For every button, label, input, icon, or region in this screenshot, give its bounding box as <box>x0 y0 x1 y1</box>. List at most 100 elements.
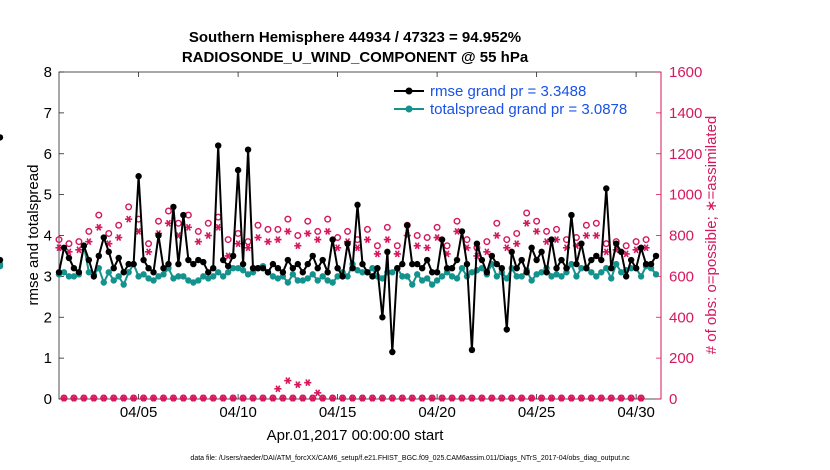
rmse-point <box>150 269 157 276</box>
totalspread-point <box>170 275 177 282</box>
rmse-point <box>568 211 575 219</box>
possible-obs-marker <box>622 242 630 250</box>
y-right-tick-label: 1600 <box>669 64 702 81</box>
rmse-point <box>613 240 620 247</box>
y-axis-label: rmse and totalspread <box>25 165 42 306</box>
assimilated-obs-marker <box>597 394 605 402</box>
legend-rmse-marker <box>405 87 413 95</box>
rmse-point <box>324 269 331 276</box>
assimilated-obs-marker <box>209 394 217 402</box>
totalspread-point <box>379 275 386 282</box>
assimilated-obs-marker <box>637 394 645 402</box>
totalspread-point <box>304 275 311 282</box>
y-right-tick-label: 400 <box>669 309 694 326</box>
rmse-point <box>239 260 247 268</box>
rmse-point <box>349 265 356 272</box>
rmse-point <box>389 348 396 356</box>
assimilated-obs-marker <box>458 394 466 402</box>
assimilated-obs-marker <box>388 394 396 402</box>
rmse-point <box>75 269 83 276</box>
rmse-point <box>314 265 321 272</box>
possible-obs-marker <box>493 219 501 227</box>
possible-obs-marker <box>194 227 202 235</box>
rmse-point <box>130 260 137 268</box>
totalspread-point <box>210 273 217 280</box>
y-right-tick-label: 0 <box>669 391 677 408</box>
assimilated-obs-marker <box>523 219 531 227</box>
rmse-point <box>458 228 466 235</box>
rmse-point <box>603 185 610 192</box>
rmse-point <box>259 265 267 272</box>
rmse-point <box>319 256 326 264</box>
x-axis-label: Apr.01,2017 00:00:00 start <box>267 427 445 444</box>
totalspread-point <box>110 277 117 284</box>
rmse-point <box>344 240 351 247</box>
assimilated-obs-marker <box>537 394 546 402</box>
rmse-point <box>175 260 182 268</box>
assimilated-obs-marker <box>622 250 630 258</box>
totalspread-point <box>125 269 132 276</box>
possible-obs-marker <box>55 236 63 244</box>
rmse-point <box>145 265 152 272</box>
rmse-point <box>85 256 93 264</box>
rmse-point <box>339 273 346 280</box>
possible-obs-marker <box>582 221 590 229</box>
y-right-tick-label: 1200 <box>669 146 702 163</box>
y-tick-label: 6 <box>44 146 52 163</box>
rmse-point <box>409 260 416 268</box>
totalspread-point <box>175 273 182 280</box>
data-file-footnote: data file: /Users/raeder/DAI/ATM_forcXX/… <box>190 455 630 462</box>
assimilated-obs-marker <box>338 394 347 402</box>
assimilated-obs-marker <box>363 236 372 244</box>
totalspread-point <box>573 273 580 280</box>
totalspread-point <box>85 269 93 276</box>
possible-obs-marker <box>443 242 451 250</box>
rmse-point <box>65 254 73 262</box>
possible-obs-marker <box>105 229 113 237</box>
assimilated-obs-marker <box>139 394 148 402</box>
totalspread-point <box>478 265 486 272</box>
rmse-point <box>483 269 491 276</box>
rmse-point <box>637 244 645 251</box>
possible-obs-marker <box>204 219 212 227</box>
assimilated-obs-marker <box>254 234 262 242</box>
assimilated-obs-marker <box>587 394 595 402</box>
possible-obs-marker <box>125 203 133 211</box>
rmse-point <box>423 256 431 264</box>
rmse-point <box>269 260 277 268</box>
rmse-point <box>110 265 117 272</box>
assimilated-obs-marker <box>547 394 556 402</box>
assimilated-obs-marker <box>294 242 302 250</box>
rmse-point <box>488 252 496 260</box>
totalspread-point <box>404 273 411 280</box>
assimilated-obs-marker <box>90 394 98 402</box>
assimilated-obs-marker <box>503 244 511 252</box>
rmse-point <box>354 201 361 209</box>
rmse-point <box>473 240 481 247</box>
assimilated-obs-marker <box>144 248 153 256</box>
rmse-point <box>309 252 316 260</box>
possible-obs-marker <box>274 225 282 233</box>
totalspread-point <box>219 273 227 280</box>
possible-obs-marker <box>75 238 83 246</box>
rmse-point <box>165 260 172 268</box>
totalspread-point <box>568 260 575 268</box>
possible-obs-marker <box>513 229 521 237</box>
rmse-point <box>0 134 4 141</box>
y-tick-label: 5 <box>44 187 52 204</box>
assimilated-obs-marker <box>70 394 78 402</box>
y-tick-label: 2 <box>44 309 52 326</box>
totalspread-point <box>553 271 560 278</box>
assimilated-obs-marker <box>627 394 635 402</box>
totalspread-point <box>598 269 605 276</box>
possible-obs-marker <box>284 215 292 223</box>
totalspread-point <box>637 273 645 280</box>
totalspread-point <box>453 275 461 282</box>
totalspread-point <box>185 277 192 284</box>
assimilated-obs-marker <box>219 394 227 402</box>
assimilated-obs-marker <box>229 394 237 402</box>
possible-obs-marker <box>115 221 123 229</box>
assimilated-obs-marker <box>100 394 108 402</box>
rmse-point <box>433 269 441 276</box>
